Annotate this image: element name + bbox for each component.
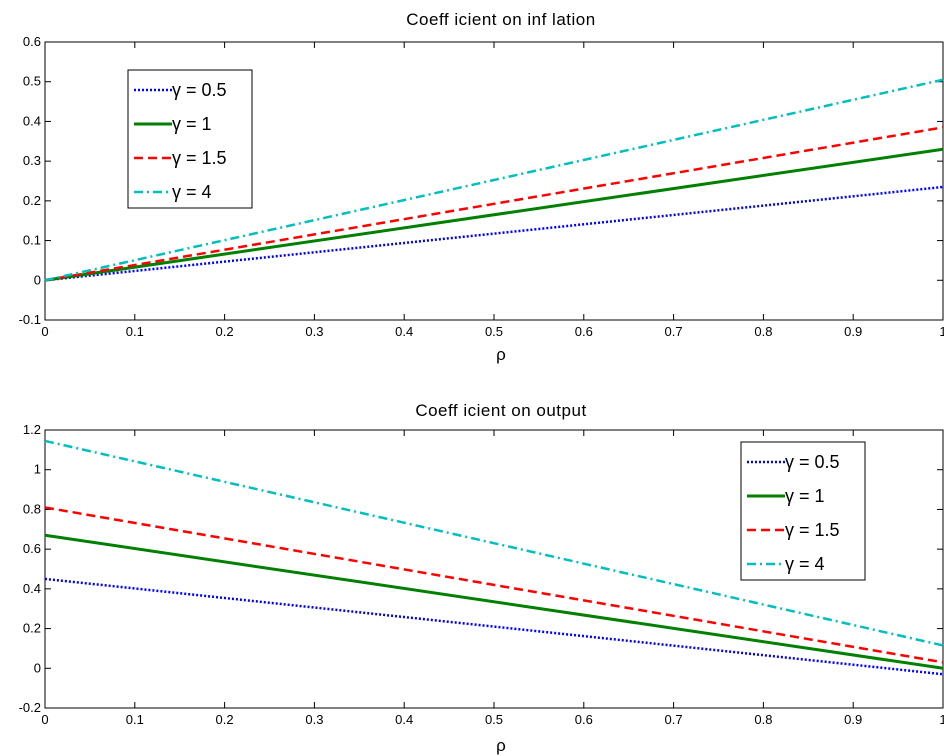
x-axis-label: ρ (496, 736, 506, 755)
legend: γ = 0.5 γ = 1 γ = 1.5 γ = 4 (740, 441, 866, 581)
x-tick-label: 0.7 (665, 324, 683, 339)
legend-label: γ = 1.5 (785, 520, 840, 540)
chart-title: Coeff icient on output (415, 401, 586, 420)
x-tick-label: 0.8 (754, 712, 772, 727)
legend: γ = 0.5 γ = 1 γ = 1.5 γ = 4 (127, 69, 253, 209)
x-tick-label: 0.4 (395, 712, 413, 727)
y-tick-label: 0.8 (23, 501, 41, 516)
series-line-1 (44, 533, 944, 670)
x-tick-label: 0.2 (216, 712, 234, 727)
x-tick-label: 1 (939, 324, 944, 339)
x-tick-label: 0 (41, 712, 48, 727)
x-tick-label: 0 (41, 324, 48, 339)
legend-box (127, 69, 253, 209)
series-line-1 (44, 147, 944, 282)
y-tick-label: 0.4 (23, 581, 41, 596)
series-line-3 (44, 439, 944, 647)
x-tick-label: 1 (939, 712, 944, 727)
series-line-0 (44, 185, 944, 282)
y-tick-label: 0.1 (23, 233, 41, 248)
legend-label: γ = 4 (172, 182, 212, 202)
chart-output: Coeff icient on output ρ 0 0.1 0.2 0.3 0.4 0.… (19, 401, 944, 755)
x-tick-label: 0.1 (126, 324, 144, 339)
x-tick-label: 0.5 (485, 712, 503, 727)
series-line-3 (44, 78, 944, 282)
x-tick-label: 0.8 (754, 324, 772, 339)
y-tick-label: 0.2 (23, 621, 41, 636)
legend-box (740, 441, 866, 581)
x-tick-label: 0.3 (305, 712, 323, 727)
legend-label: γ = 1 (785, 486, 825, 506)
y-tick-label: 0 (34, 272, 41, 287)
legend-label: γ = 0.5 (785, 452, 840, 472)
chart-inflation: Coeff icient on inf lation ρ 0 0.1 0.2 0.3 0… (19, 10, 944, 364)
legend-label: γ = 0.5 (172, 80, 227, 100)
y-tick-label: 0.3 (23, 153, 41, 168)
y-tick-label: -0.2 (19, 700, 41, 715)
y-tick-label: 0.5 (23, 74, 41, 89)
x-tick-label: 0.1 (126, 712, 144, 727)
x-tick-label: 0.6 (575, 712, 593, 727)
series-line-0 (44, 577, 944, 676)
x-tick-label: 0.7 (665, 712, 683, 727)
x-axis-label: ρ (496, 345, 506, 364)
y-tick-label: 0 (34, 660, 41, 675)
x-tick-label: 0.9 (844, 324, 862, 339)
y-tick-label: 1.2 (23, 422, 41, 437)
y-tick-label: 0.4 (23, 113, 41, 128)
chart-title: Coeff icient on inf lation (406, 10, 595, 29)
x-tick-label: 0.4 (395, 324, 413, 339)
x-tick-label: 0.5 (485, 324, 503, 339)
legend-label: γ = 1.5 (172, 148, 227, 168)
y-tick-label: 0.6 (23, 541, 41, 556)
legend-label: γ = 4 (785, 554, 825, 574)
x-tick-label: 0.6 (575, 324, 593, 339)
y-tick-label: -0.1 (19, 312, 41, 327)
y-tick-label: 0.6 (23, 34, 41, 49)
y-tick-label: 0.2 (23, 193, 41, 208)
series-line-2 (44, 506, 944, 664)
x-tick-label: 0.9 (844, 712, 862, 727)
series-line-2 (44, 126, 944, 282)
y-tick-label: 1 (34, 462, 41, 477)
x-tick-label: 0.2 (216, 324, 234, 339)
legend-label: γ = 1 (172, 114, 212, 134)
x-tick-label: 0.3 (305, 324, 323, 339)
